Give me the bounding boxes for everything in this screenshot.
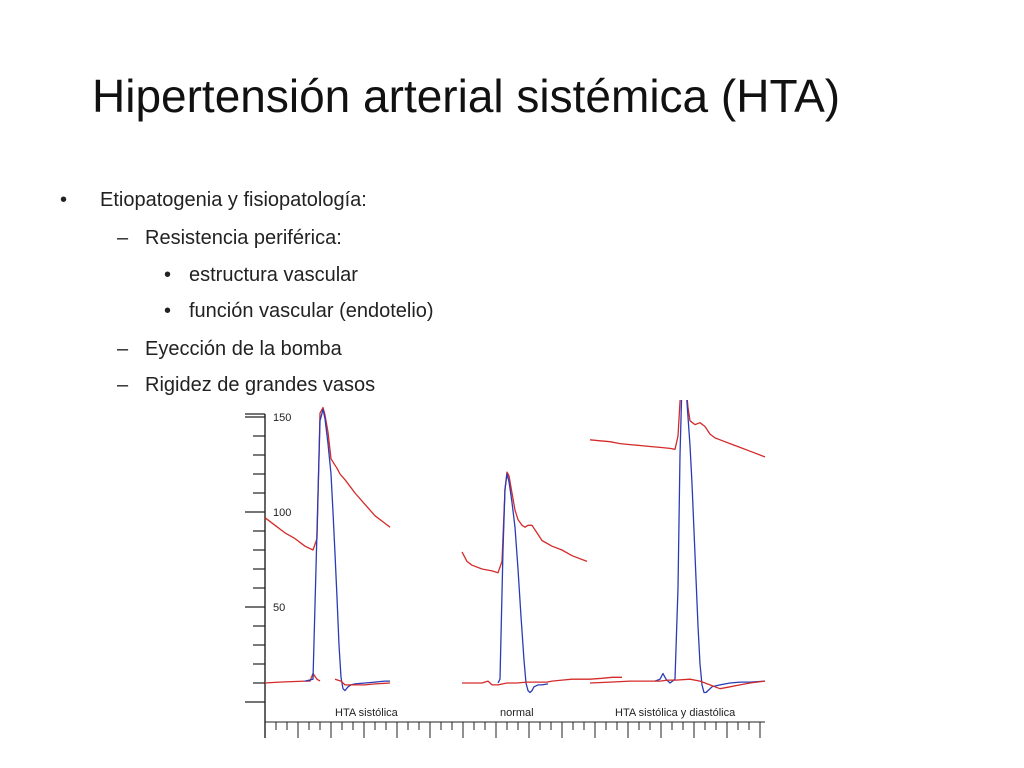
waveform-trace — [497, 473, 549, 694]
bullet-marker: – — [117, 338, 129, 360]
bullet-text: estructura vascular — [189, 264, 358, 286]
bullet-text: función vascular (endotelio) — [189, 300, 434, 322]
bullet-text: Rigidez de grandes vasos — [145, 374, 376, 396]
chart-axes: 50 100 150 — [245, 412, 765, 738]
bullet-text: Etiopatogenia y fisiopatología: — [100, 189, 367, 211]
bullet-text: Resistencia periférica: — [145, 227, 342, 249]
waveform-panel: HTA sistólica — [264, 406, 399, 719]
bullet-list: • Etiopatogenia y fisiopatología: – Resi… — [60, 186, 434, 399]
bullet-item: – Resistencia periférica: — [117, 224, 342, 252]
panel-label: normal — [500, 707, 534, 719]
bullet-marker: – — [117, 227, 129, 249]
bullet-item: • estructura vascular — [164, 261, 358, 289]
waveform-trace — [334, 678, 391, 686]
waveform-panel: normal — [461, 471, 622, 719]
bullet-item: • Etiopatogenia y fisiopatología: — [60, 186, 367, 214]
bullet-item: – Rigidez de grandes vasos — [117, 371, 376, 399]
bullet-marker: • — [60, 189, 68, 211]
slide-title: Hipertensión arterial sistémica (HTA) — [92, 70, 841, 122]
y-tick-label: 100 — [273, 507, 291, 519]
waveform-trace — [264, 672, 321, 684]
y-tick-label: 50 — [273, 602, 285, 614]
waveform-trace — [589, 678, 766, 690]
bullet-item: – Eyección de la bomba — [117, 335, 342, 363]
waveform-trace — [462, 676, 622, 686]
bullet-text: Eyección de la bomba — [145, 338, 342, 360]
chart-panels: HTA sistólica normal HTA sistólica y diast… — [264, 400, 766, 719]
panel-label: HTA sistólica — [335, 707, 399, 719]
waveform-trace — [654, 400, 766, 694]
waveform-panel: HTA sistólica y diastólica — [589, 400, 766, 719]
bullet-marker: • — [164, 300, 172, 322]
waveform-trace — [304, 408, 390, 692]
waveform-trace — [264, 406, 391, 551]
waveform-trace — [461, 471, 588, 574]
waveform-trace — [589, 400, 766, 458]
bullet-item: • función vascular (endotelio) — [164, 297, 434, 325]
bullet-marker: – — [117, 374, 129, 396]
panel-label: HTA sistólica y diastólica — [615, 707, 736, 719]
y-tick-label: 150 — [273, 412, 291, 424]
bullet-marker: • — [164, 264, 172, 286]
